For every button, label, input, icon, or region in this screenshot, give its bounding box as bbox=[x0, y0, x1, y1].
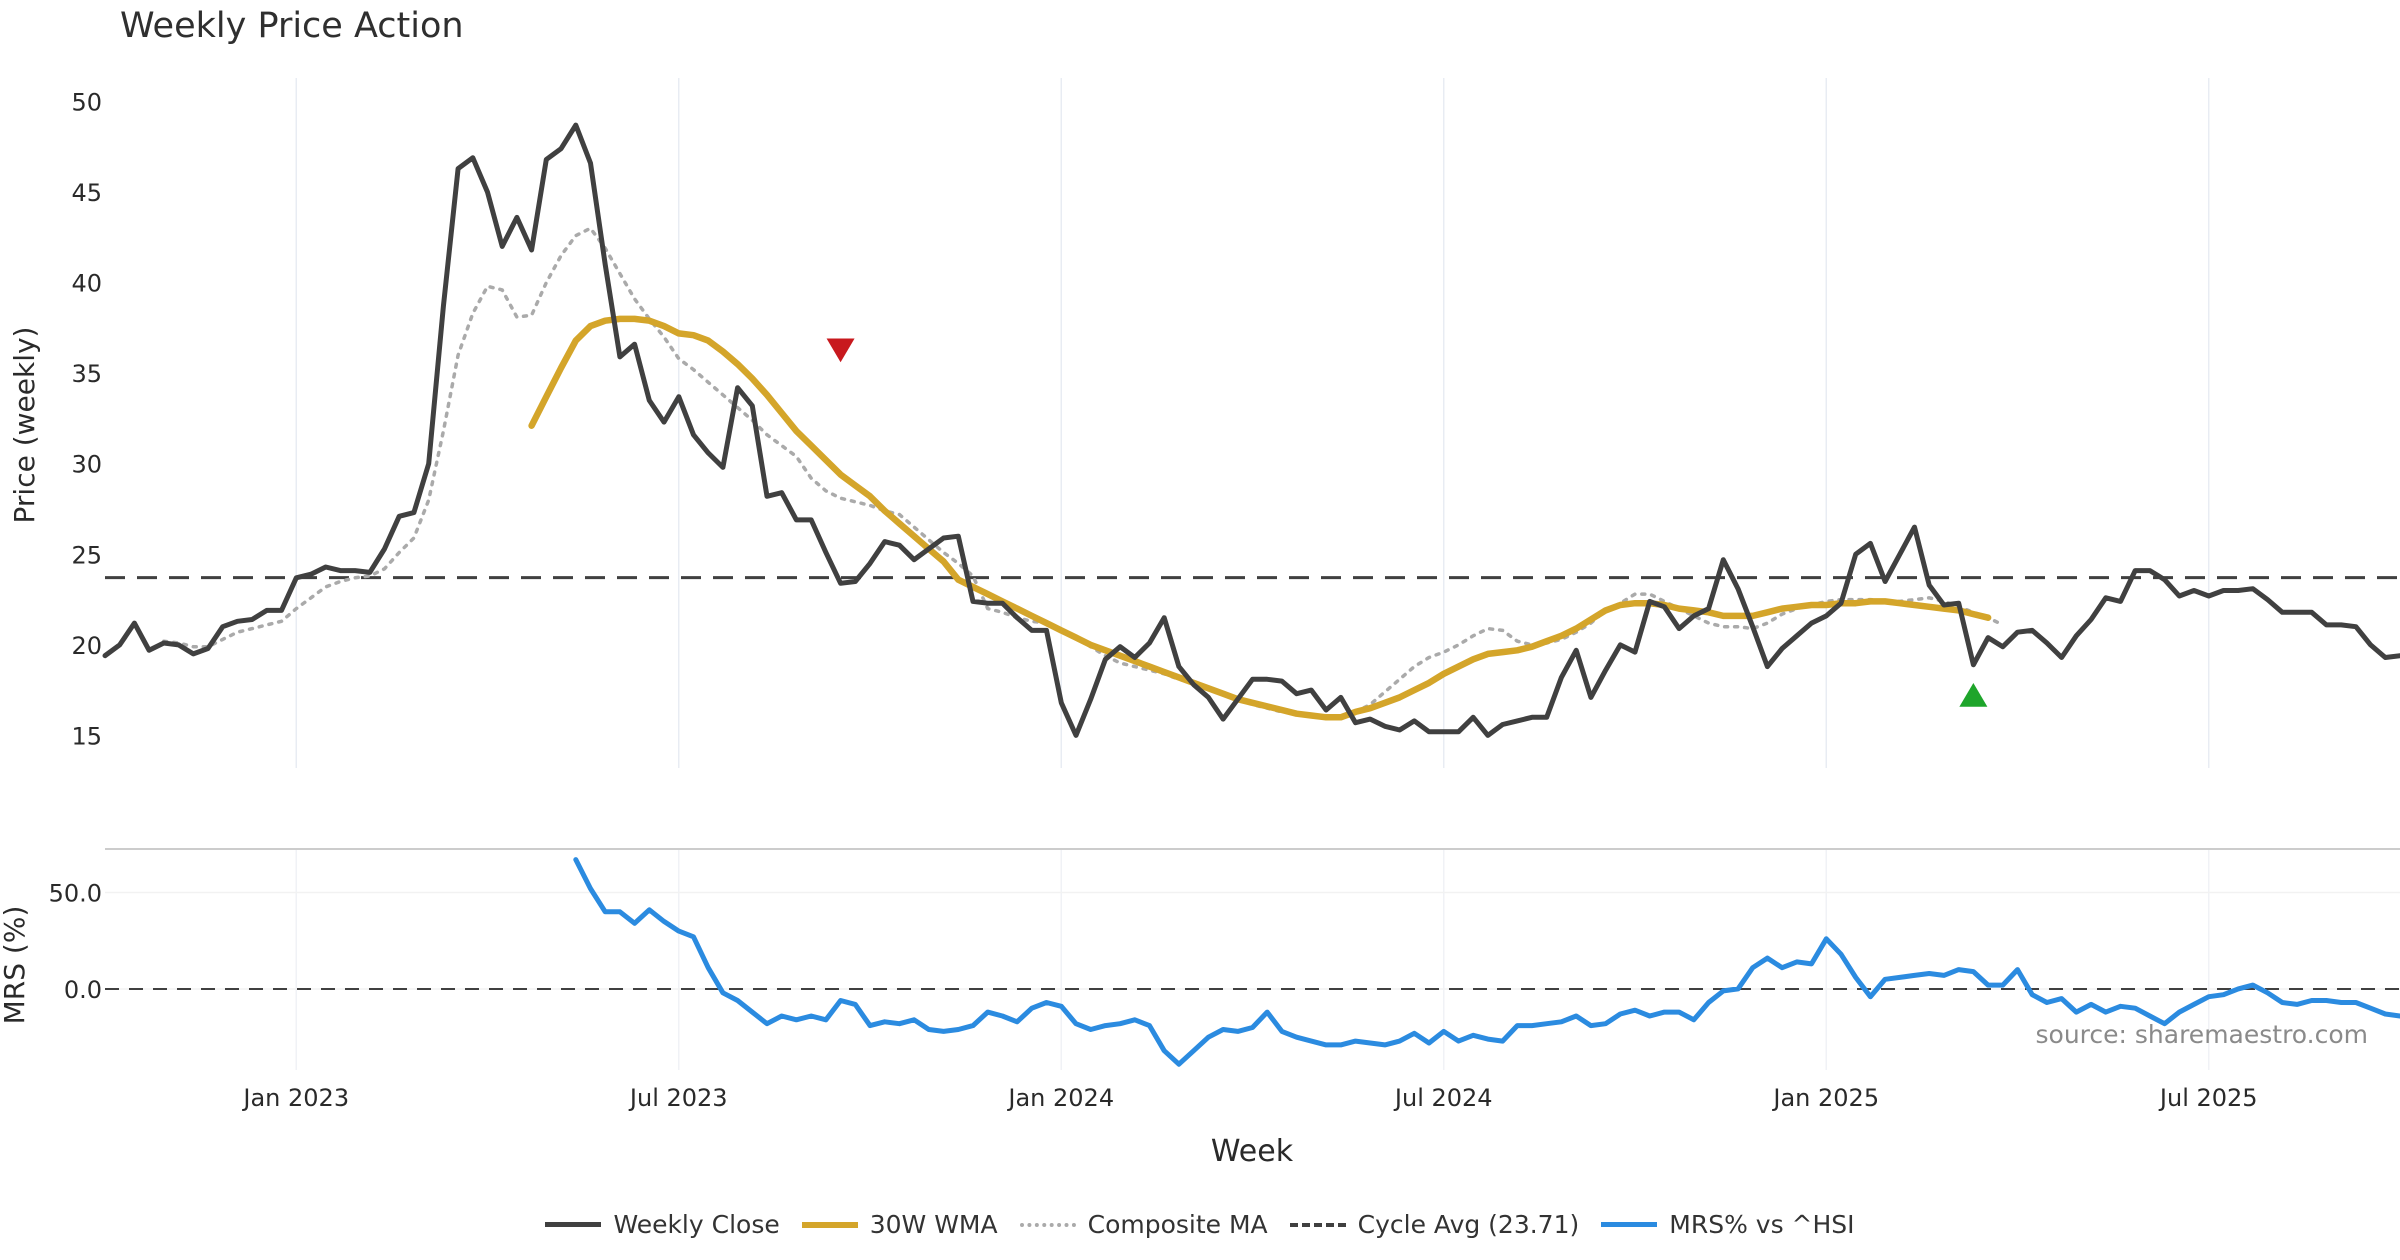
buy-signal-marker bbox=[1959, 682, 1988, 707]
legend-swatch-mrs bbox=[1601, 1222, 1658, 1227]
price-y-tick-label: 35 bbox=[71, 360, 102, 388]
weekly-close-line bbox=[102, 122, 2400, 738]
legend-item-cycle-avg: Cycle Avg (23.71) bbox=[1289, 1210, 1580, 1239]
x-tick-label: Jan 2023 bbox=[241, 1084, 349, 1112]
legend-label: Weekly Close bbox=[613, 1210, 780, 1239]
legend-label: Composite MA bbox=[1087, 1210, 1268, 1239]
x-axis: Jan 2023 Jul 2023 Jan 2024 Jul 2024 Jan 2025… bbox=[241, 1084, 2257, 1112]
x-tick-label: Jan 2025 bbox=[1771, 1084, 1879, 1112]
legend-swatch-composite-ma bbox=[1019, 1222, 1076, 1227]
legend-item-30w-wma: 30W WMA bbox=[801, 1210, 998, 1239]
price-y-tick-label: 25 bbox=[71, 541, 102, 569]
price-y-tick-label: 50 bbox=[71, 89, 102, 117]
price-y-tick-label: 15 bbox=[71, 722, 102, 750]
legend-swatch-cycle-avg bbox=[1289, 1222, 1346, 1227]
series-layer bbox=[102, 122, 2400, 1067]
mrs-y-tick-label: 0.0 bbox=[64, 976, 102, 1004]
x-tick-label: Jul 2025 bbox=[2158, 1084, 2258, 1112]
x-tick-label: Jul 2024 bbox=[1393, 1084, 1493, 1112]
price-y-axis: 15 20 25 30 35 40 45 50 bbox=[71, 89, 102, 751]
price-y-axis-label: Price (weekly) bbox=[8, 327, 41, 524]
signal-markers bbox=[826, 338, 1988, 707]
legend: Weekly Close 30W WMA Composite MA Cycle … bbox=[0, 1210, 2400, 1239]
legend-label: Cycle Avg (23.71) bbox=[1357, 1210, 1580, 1239]
x-axis-label: Week bbox=[1211, 1134, 1294, 1169]
mrs-y-axis: 0.0 50.0 bbox=[49, 879, 102, 1003]
mrs-y-tick-label: 50.0 bbox=[49, 879, 102, 907]
price-y-tick-label: 40 bbox=[71, 270, 102, 298]
legend-label: 30W WMA bbox=[869, 1210, 998, 1239]
x-tick-label: Jul 2023 bbox=[628, 1084, 728, 1112]
legend-item-composite-ma: Composite MA bbox=[1019, 1210, 1268, 1239]
legend-swatch-weekly-close bbox=[545, 1222, 602, 1227]
mrs-y-axis-label: MRS (%) bbox=[0, 906, 31, 1025]
price-y-tick-label: 20 bbox=[71, 632, 102, 660]
legend-item-mrs: MRS% vs ^HSI bbox=[1601, 1210, 1855, 1239]
wma-30w-line bbox=[528, 315, 1992, 721]
legend-item-weekly-close: Weekly Close bbox=[545, 1210, 780, 1239]
legend-swatch-30w-wma bbox=[801, 1221, 858, 1228]
sell-signal-marker bbox=[826, 338, 855, 363]
legend-label: MRS% vs ^HSI bbox=[1669, 1210, 1855, 1239]
x-tick-label: Jan 2024 bbox=[1006, 1084, 1114, 1112]
source-note: source: sharemaestro.com bbox=[2035, 1020, 2369, 1049]
price-y-tick-label: 45 bbox=[71, 179, 102, 207]
mrs-line bbox=[573, 857, 2400, 1067]
chart-title: Weekly Price Action bbox=[120, 6, 464, 46]
price-y-tick-label: 30 bbox=[71, 451, 102, 479]
grid-lines bbox=[105, 78, 2400, 1070]
